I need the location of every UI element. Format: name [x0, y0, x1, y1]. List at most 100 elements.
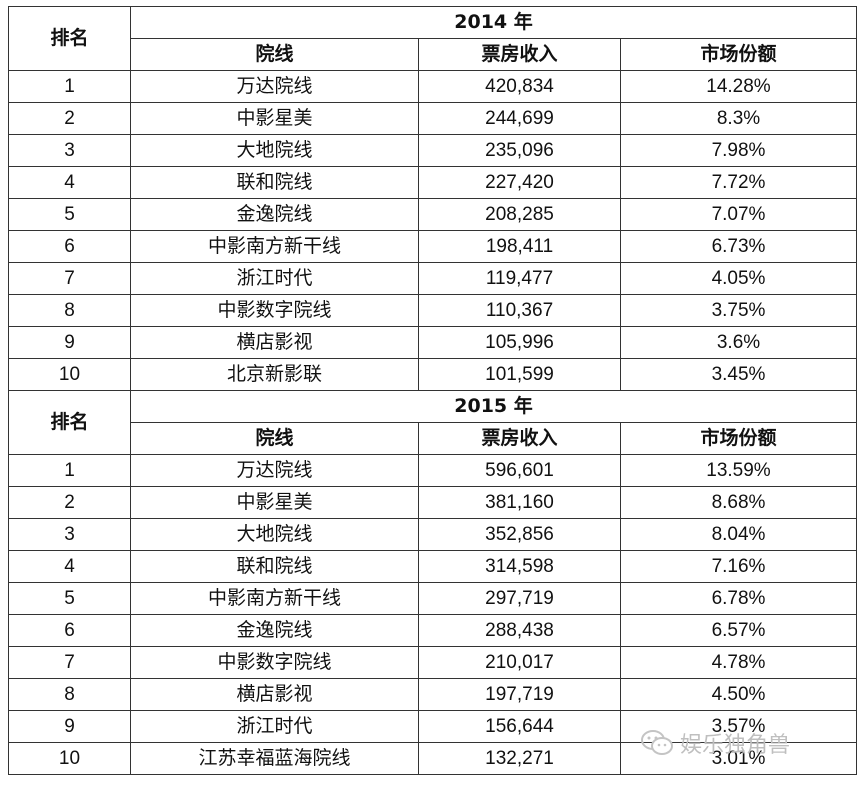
market-share-cell: 7.72% — [620, 166, 857, 199]
box-office-cell: 314,598 — [418, 550, 621, 583]
table-row: 7 浙江时代 119,477 4.05% — [8, 262, 857, 295]
market-share-cell: 7.98% — [620, 134, 857, 167]
chain-name-cell: 横店影视 — [130, 678, 419, 711]
table-row: 3 大地院线 235,096 7.98% — [8, 134, 857, 167]
share-column-header: 市场份额 — [620, 422, 857, 455]
column-header-row: 院线 票房收入 市场份额 — [9, 422, 857, 455]
table-row: 10 江苏幸福蓝海院线 132,271 3.01% — [8, 742, 857, 775]
table-row: 4 联和院线 314,598 7.16% — [8, 550, 857, 583]
market-share-cell: 6.73% — [620, 230, 857, 263]
table-body: 排名 2014 年院线 票房收入 市场份额 1 万达院线 420,834 14.28% 2 中影星… — [8, 6, 857, 775]
box-office-cell: 119,477 — [418, 262, 621, 295]
chain-name-cell: 中影数字院线 — [130, 294, 419, 327]
box-office-cell: 208,285 — [418, 198, 621, 231]
table-row: 8 中影数字院线 110,367 3.75% — [8, 294, 857, 327]
chain-name-cell: 大地院线 — [130, 134, 419, 167]
box-office-cell: 227,420 — [418, 166, 621, 199]
rank-cell: 8 — [8, 294, 131, 327]
rank-cell: 5 — [8, 198, 131, 231]
market-share-cell: 8.68% — [620, 486, 857, 519]
table-row: 2 中影星美 381,160 8.68% — [8, 486, 857, 519]
chain-name-cell: 横店影视 — [130, 326, 419, 359]
chain-name-cell: 中影星美 — [130, 486, 419, 519]
box-office-cell: 420,834 — [418, 70, 621, 103]
rank-cell: 7 — [8, 262, 131, 295]
rank-cell: 2 — [8, 102, 131, 135]
market-share-cell: 4.78% — [620, 646, 857, 679]
market-share-cell: 6.78% — [620, 582, 857, 615]
share-column-header: 市场份额 — [620, 38, 857, 71]
table-row: 6 金逸院线 288,438 6.57% — [8, 614, 857, 647]
rank-cell: 4 — [8, 550, 131, 583]
box-office-cell: 381,160 — [418, 486, 621, 519]
box-office-ranking-table: 排名 2014 年院线 票房收入 市场份额 1 万达院线 420,834 14.28% 2 中影星… — [8, 6, 857, 775]
box-office-cell: 132,271 — [418, 742, 621, 775]
year-header-row: 排名 2015 年 — [8, 390, 857, 455]
table-row: 3 大地院线 352,856 8.04% — [8, 518, 857, 551]
box-office-cell: 235,096 — [418, 134, 621, 167]
rank-cell: 6 — [8, 614, 131, 647]
rank-cell: 3 — [8, 518, 131, 551]
market-share-cell: 7.07% — [620, 198, 857, 231]
box-office-cell: 105,996 — [418, 326, 621, 359]
box-office-column-header: 票房收入 — [418, 38, 621, 71]
chain-name-cell: 大地院线 — [130, 518, 419, 551]
table-row: 1 万达院线 420,834 14.28% — [8, 70, 857, 103]
table-row: 2 中影星美 244,699 8.3% — [8, 102, 857, 135]
chain-name-cell: 金逸院线 — [130, 198, 419, 231]
market-share-cell: 8.04% — [620, 518, 857, 551]
box-office-cell: 110,367 — [418, 294, 621, 327]
rank-cell: 5 — [8, 582, 131, 615]
box-office-cell: 596,601 — [418, 454, 621, 487]
table-row: 5 金逸院线 208,285 7.07% — [8, 198, 857, 231]
market-share-cell: 6.57% — [620, 614, 857, 647]
watermark: 娱乐独角兽 — [640, 728, 790, 758]
chain-name-cell: 联和院线 — [130, 166, 419, 199]
box-office-cell: 244,699 — [418, 102, 621, 135]
rank-cell: 9 — [8, 710, 131, 743]
rank-column-header: 排名 — [8, 6, 131, 71]
watermark-text: 娱乐独角兽 — [680, 733, 791, 758]
rank-cell: 10 — [8, 358, 131, 391]
rank-cell: 8 — [8, 678, 131, 711]
market-share-cell: 7.16% — [620, 550, 857, 583]
market-share-cell: 8.3% — [620, 102, 857, 135]
column-header-row: 院线 票房收入 市场份额 — [9, 38, 857, 71]
box-office-column-header: 票房收入 — [418, 422, 621, 455]
table-row: 4 联和院线 227,420 7.72% — [8, 166, 857, 199]
market-share-cell: 4.05% — [620, 262, 857, 295]
wechat-icon — [640, 729, 674, 757]
chain-name-cell: 中影数字院线 — [130, 646, 419, 679]
chain-name-cell: 北京新影联 — [130, 358, 419, 391]
chain-name-cell: 浙江时代 — [130, 710, 419, 743]
rank-column-header: 排名 — [8, 390, 131, 455]
box-office-cell: 288,438 — [418, 614, 621, 647]
year-header-row: 排名 2014 年 — [8, 6, 857, 71]
chain-name-cell: 中影星美 — [130, 102, 419, 135]
table-row: 6 中影南方新干线 198,411 6.73% — [8, 230, 857, 263]
box-office-cell: 210,017 — [418, 646, 621, 679]
rank-cell: 7 — [8, 646, 131, 679]
box-office-cell: 197,719 — [418, 678, 621, 711]
rank-cell: 1 — [8, 70, 131, 103]
market-share-cell: 4.50% — [620, 678, 857, 711]
table-row: 8 横店影视 197,719 4.50% — [8, 678, 857, 711]
box-office-cell: 297,719 — [418, 582, 621, 615]
table-row: 10 北京新影联 101,599 3.45% — [8, 358, 857, 391]
rank-cell: 6 — [8, 230, 131, 263]
box-office-cell: 352,856 — [418, 518, 621, 551]
box-office-cell: 198,411 — [418, 230, 621, 263]
table-row: 7 中影数字院线 210,017 4.78% — [8, 646, 857, 679]
chain-name-cell: 金逸院线 — [130, 614, 419, 647]
chain-name-cell: 中影南方新干线 — [130, 582, 419, 615]
chain-column-header: 院线 — [130, 422, 419, 455]
chain-name-cell: 联和院线 — [130, 550, 419, 583]
chain-name-cell: 江苏幸福蓝海院线 — [130, 742, 419, 775]
rank-cell: 2 — [8, 486, 131, 519]
table-row: 9 横店影视 105,996 3.6% — [8, 326, 857, 359]
year-label: 2015 年 — [130, 390, 857, 423]
rank-cell: 4 — [8, 166, 131, 199]
chain-column-header: 院线 — [130, 38, 419, 71]
box-office-cell: 156,644 — [418, 710, 621, 743]
table-row: 5 中影南方新干线 297,719 6.78% — [8, 582, 857, 615]
